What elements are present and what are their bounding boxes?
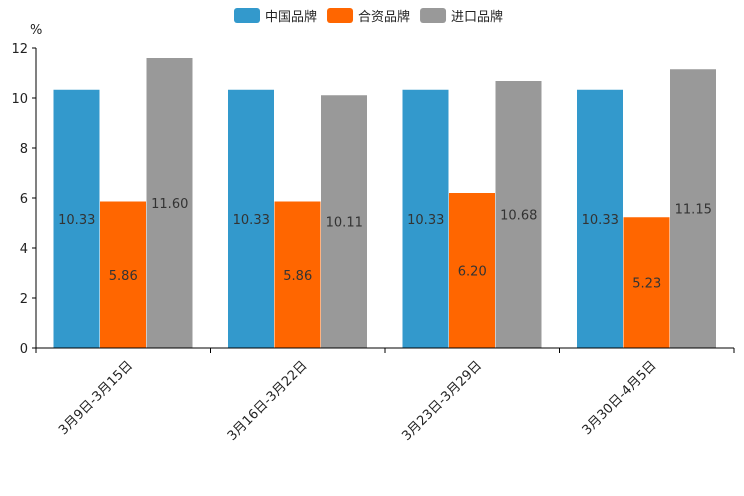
bar — [495, 81, 542, 348]
data-label: 11.15 — [675, 203, 712, 218]
legend: 中国品牌 合资品牌 进口品牌 — [234, 8, 503, 25]
bar — [274, 201, 321, 348]
x-axis: 3月9日-3月15日 3月16日-3月22日 3月23日-3月29日 3月30日-4月… — [35, 347, 735, 444]
y-tick-label: 12 — [11, 42, 28, 57]
legend-swatch — [234, 8, 260, 23]
bars-group: 10.33 5.86 11.60 10.33 5.86 10.11 10.33 6.20 10.… — [53, 58, 716, 348]
y-tick-label: 2 — [20, 292, 28, 307]
y-tick-label: 10 — [11, 92, 28, 107]
bar — [402, 89, 449, 348]
data-label: 5.86 — [109, 269, 138, 284]
x-category-label: 3月23日-3月29日 — [399, 358, 485, 444]
bar — [577, 89, 623, 348]
data-label: 10.33 — [233, 213, 270, 228]
data-label: 10.33 — [582, 213, 619, 228]
bar — [53, 89, 100, 348]
x-category-label: 3月9日-3月15日 — [56, 358, 136, 438]
y-axis-unit-label: % — [30, 23, 42, 38]
legend-swatch — [420, 8, 447, 23]
bar — [321, 95, 367, 348]
y-axis: 0 2 4 6 8 10 12 — [11, 42, 37, 357]
data-label: 6.20 — [458, 265, 487, 280]
legend-label: 合资品牌 — [358, 9, 410, 25]
bar — [623, 217, 670, 348]
data-label: 10.33 — [407, 213, 444, 228]
bar — [228, 89, 274, 348]
y-tick-label: 4 — [20, 242, 28, 257]
y-tick-label: 6 — [20, 192, 28, 207]
y-tick-label: 8 — [20, 142, 28, 157]
data-label: 5.23 — [632, 277, 661, 292]
x-category-label: 3月30日-4月5日 — [580, 358, 660, 438]
bar — [449, 193, 495, 348]
legend-label: 进口品牌 — [451, 9, 503, 25]
data-label: 10.68 — [500, 209, 537, 224]
legend-swatch — [327, 8, 354, 23]
bar — [100, 201, 146, 348]
y-tick-label: 0 — [20, 342, 28, 357]
data-label: 11.60 — [151, 197, 188, 212]
legend-label: 中国品牌 — [265, 9, 317, 25]
bar — [670, 69, 716, 348]
bar — [146, 58, 193, 348]
data-label: 5.86 — [283, 269, 312, 284]
data-label: 10.11 — [326, 216, 363, 231]
x-category-label: 3月16日-3月22日 — [225, 358, 311, 444]
data-label: 10.33 — [58, 213, 95, 228]
